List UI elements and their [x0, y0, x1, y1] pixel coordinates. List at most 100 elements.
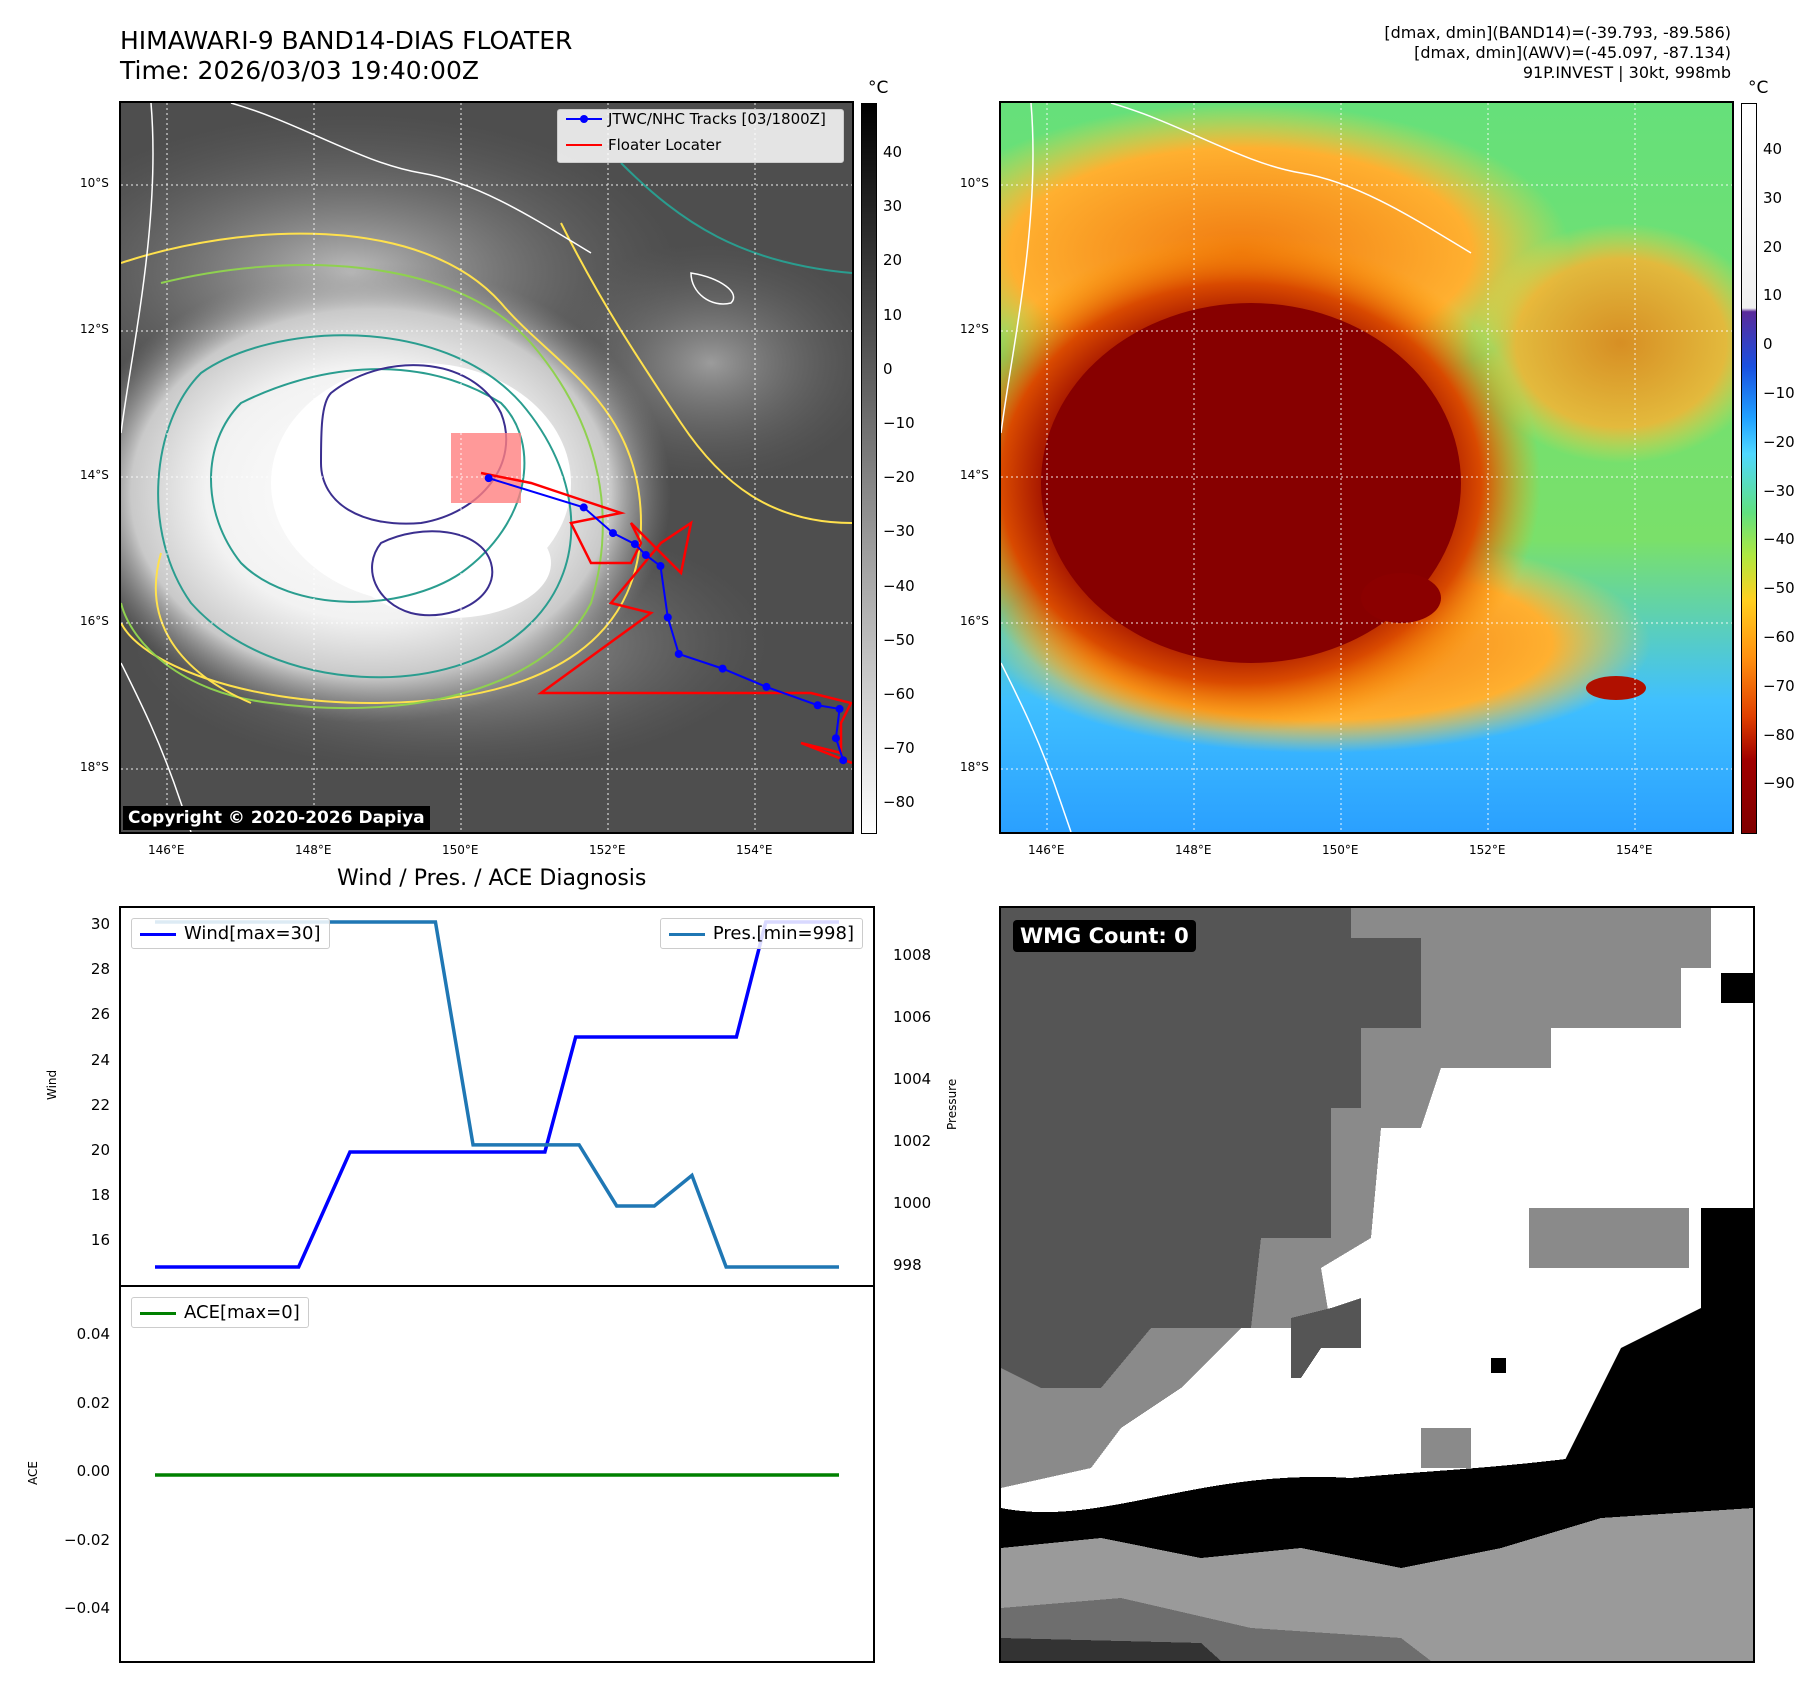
pressure-tick: 1008 [893, 946, 932, 964]
wind-legend-label: Wind[max=30] [184, 923, 321, 944]
gray-colorbar-tick: −70 [883, 739, 915, 758]
gray-colorbar-tick: −30 [883, 522, 915, 541]
lon-label: 152°E [589, 843, 626, 857]
floater-legend-swatch [566, 144, 602, 146]
ace-tick: 0.04 [76, 1325, 110, 1343]
wind-tick: 28 [90, 960, 110, 979]
wind-legend: Wind[max=30] [131, 918, 330, 949]
ace-legend: ACE[max=0] [131, 1297, 309, 1328]
wind-axis-label: Wind [45, 1069, 59, 1100]
ir-grayscale-map: JTWC/NHC Tracks [03/1800Z] Floater Locat… [119, 101, 854, 834]
color-colorbar-tick: 10 [1763, 286, 1783, 305]
wind-legend-swatch [140, 933, 176, 936]
lon-label: 150°E [442, 843, 479, 857]
ace-legend-label: ACE[max=0] [184, 1302, 300, 1323]
lon-label: 146°E [1028, 843, 1065, 857]
track-point [813, 701, 822, 710]
ace-plot: ACE[max=0] [119, 1285, 875, 1663]
color-colorbar-tick: −10 [1763, 384, 1795, 402]
lon-label: 148°E [1175, 843, 1212, 857]
wind-tick: 30 [90, 915, 110, 933]
color-colorbar-tick: −50 [1763, 579, 1795, 598]
lat-label: 14°S [960, 468, 989, 482]
track-point [641, 551, 650, 560]
track-point [608, 529, 617, 538]
track-point [674, 649, 683, 658]
title-line-2: Time: 2026/03/03 19:40:00Z [120, 56, 479, 85]
lat-label: 12°S [960, 322, 989, 336]
lon-label: 152°E [1469, 843, 1506, 857]
wind-pressure-plot: Wind[max=30] Pres.[min=998] [119, 906, 875, 1287]
diagnosis-title: Wind / Pres. / ACE Diagnosis [337, 866, 647, 891]
lat-label: 18°S [960, 760, 989, 774]
pressure-tick: 1004 [893, 1069, 932, 1088]
pressure-legend-swatch [668, 933, 705, 936]
lat-label: 10°S [960, 176, 989, 190]
color-colorbar-unit: °C [1748, 78, 1769, 98]
track-point [630, 540, 639, 549]
lon-label: 148°E [295, 843, 332, 857]
gray-colorbar-tick: 0 [883, 359, 893, 378]
track-point [484, 474, 493, 483]
pressure-tick: 1000 [893, 1193, 932, 1212]
track-point [835, 704, 844, 713]
gray-colorbar-tick: 10 [883, 305, 903, 324]
pressure-legend: Pres.[min=998] [659, 918, 863, 949]
track-point [656, 562, 665, 571]
pressure-tick: 1006 [893, 1007, 932, 1026]
lat-label: 10°S [80, 176, 109, 190]
wmg-count-badge: WMG Count: 0 [1013, 920, 1196, 952]
gray-colorbar-tick: −60 [883, 685, 915, 703]
color-colorbar-tick: 20 [1763, 237, 1783, 256]
lat-label: 16°S [960, 614, 989, 628]
wind-tick: 16 [90, 1231, 110, 1250]
map-legend: JTWC/NHC Tracks [03/1800Z] Floater Locat… [557, 109, 844, 163]
lat-label: 12°S [80, 322, 109, 336]
copyright-badge: Copyright © 2020-2026 Dapiya [123, 806, 430, 830]
jtwc-track [484, 474, 848, 765]
color-colorbar-tick: −90 [1763, 774, 1795, 793]
track-point [831, 734, 840, 743]
title-line-1: HIMAWARI-9 BAND14-DIAS FLOATER [120, 26, 573, 55]
info-line-2: [dmax, dmin](AWV)=(-45.097, -87.134) [1414, 43, 1731, 62]
track-legend-label: JTWC/NHC Tracks [03/1800Z] [608, 110, 826, 128]
lat-label: 18°S [80, 760, 109, 774]
color-colorbar-tick: −20 [1763, 432, 1795, 451]
lat-label: 14°S [80, 468, 109, 482]
ace-tick: 0.02 [76, 1393, 110, 1412]
gray-colorbar [861, 103, 877, 834]
color-colorbar-tick: −40 [1763, 530, 1795, 549]
gray-colorbar-unit: °C [868, 78, 889, 98]
wmg-map: WMG Count: 0 [999, 906, 1755, 1663]
color-colorbar-tick: 40 [1763, 140, 1783, 158]
wind-tick: 22 [90, 1095, 110, 1114]
wind-tick: 26 [90, 1005, 110, 1024]
color-colorbar-tick: −80 [1763, 725, 1795, 744]
color-colorbar-tick: −30 [1763, 481, 1795, 500]
gray-colorbar-tick: −80 [883, 793, 915, 812]
pressure-tick: 998 [893, 1255, 922, 1274]
wind-tick: 20 [90, 1141, 110, 1159]
gray-colorbar-tick: 40 [883, 143, 903, 161]
gray-colorbar-tick: −50 [883, 630, 915, 649]
pressure-legend-label: Pres.[min=998] [712, 923, 854, 944]
wind-tick: 18 [90, 1186, 110, 1205]
info-line-3: 91P.INVEST | 30kt, 998mb [1522, 63, 1731, 82]
ace-tick: 0.00 [76, 1462, 110, 1481]
color-colorbar-tick: −60 [1763, 628, 1795, 646]
lon-label: 154°E [736, 843, 773, 857]
ace-tick: −0.02 [64, 1530, 110, 1549]
lon-label: 154°E [1616, 843, 1653, 857]
ace-tick: −0.04 [64, 1599, 110, 1618]
track-point [839, 756, 848, 765]
ace-axis-label: ACE [26, 1461, 40, 1485]
ir-enhanced-map [999, 101, 1734, 834]
floater-legend-label: Floater Locater [608, 136, 722, 154]
info-line-1: [dmax, dmin](BAND14)=(-39.793, -89.586) [1384, 23, 1731, 42]
gray-colorbar-tick: −20 [883, 468, 915, 487]
ace-legend-swatch [140, 1312, 176, 1315]
wind-tick: 24 [90, 1050, 110, 1069]
pressure-line [155, 920, 839, 1269]
track-point [663, 613, 672, 622]
track-point [718, 664, 727, 673]
